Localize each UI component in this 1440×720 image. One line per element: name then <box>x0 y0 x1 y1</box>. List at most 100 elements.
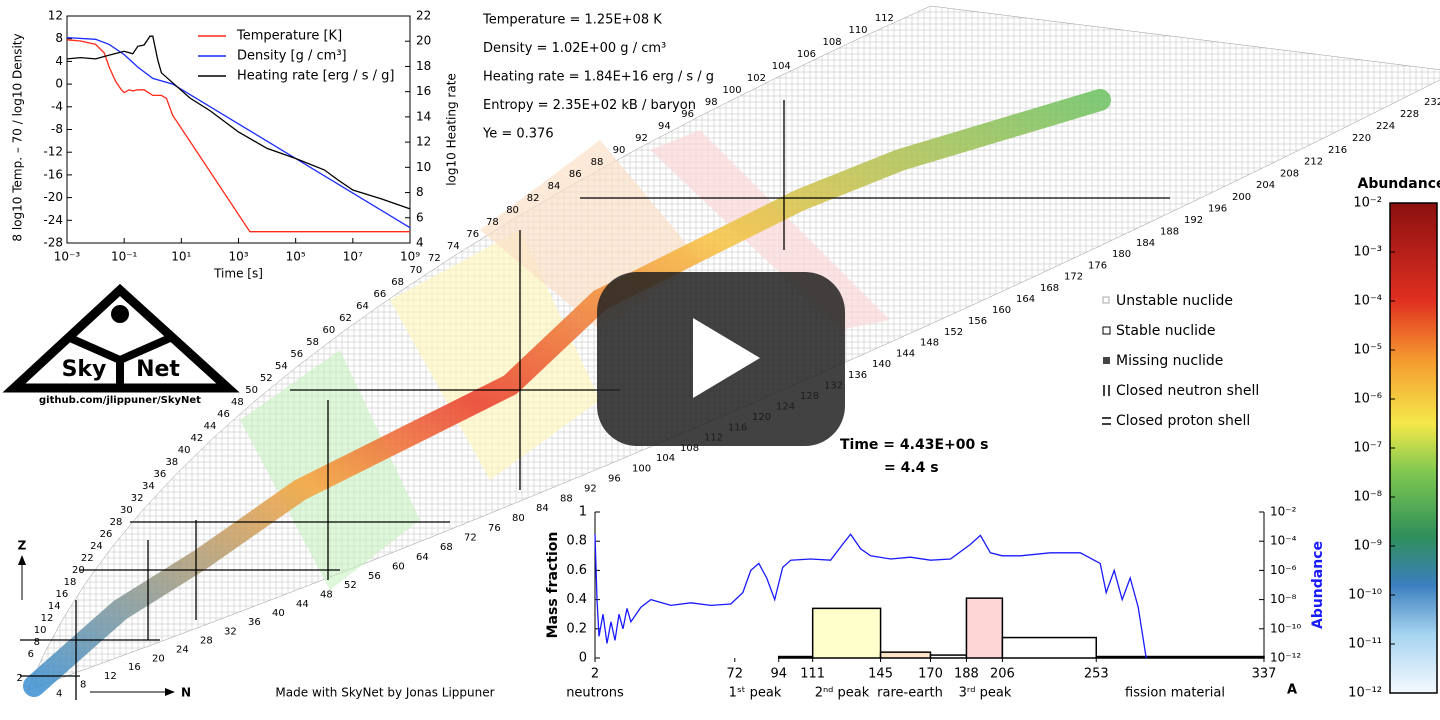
z-label: 10 <box>34 625 47 636</box>
z-label: 8 <box>34 637 40 648</box>
y-axis-label: Mass fraction <box>545 532 561 639</box>
y2-tick-label: 10⁻¹⁰ <box>1270 621 1301 635</box>
z-label: 74 <box>447 241 460 252</box>
colorbar-tick-label: 10⁻⁵ <box>1353 343 1382 358</box>
bar <box>879 651 932 659</box>
bar <box>777 655 814 659</box>
play-button[interactable] <box>597 272 845 446</box>
mass-fraction-chart: 2 72 94 111 145 170 188 206 253 337 0 0.2 0.4 0.6 0.8 1… <box>545 505 1326 701</box>
annotation: fission material <box>1125 686 1225 701</box>
colorbar-fill <box>1389 202 1438 694</box>
y-tick-label: -20 <box>43 190 63 204</box>
n-label: 176 <box>1088 260 1107 271</box>
closed-shells <box>20 100 1170 700</box>
x-tick-label: 10⁹ <box>400 250 420 264</box>
z-label: 98 <box>705 97 718 108</box>
annotation: 2ⁿᵈ peak <box>815 686 870 701</box>
z-axis-label: Z <box>18 539 27 553</box>
legend-icon <box>1102 296 1110 304</box>
x-tick-label: 170 <box>918 667 943 682</box>
n-label: 148 <box>920 338 939 349</box>
x-tick-label: 10⁷ <box>343 250 363 264</box>
z-label: 64 <box>356 301 369 312</box>
z-label: 52 <box>260 373 273 384</box>
n-label: 220 <box>1352 133 1371 144</box>
info-line: Density = 1.02E+00 g / cm³ <box>483 41 666 56</box>
y-tick-label: -4 <box>51 99 63 113</box>
z-label: 12 <box>41 613 54 624</box>
z-label: 42 <box>190 433 203 444</box>
time-label: = 4.4 s <box>884 460 939 476</box>
annotation: neutrons <box>566 686 624 701</box>
n-label: 72 <box>464 533 477 544</box>
z-label: 24 <box>90 541 103 552</box>
z-label: 14 <box>48 601 61 612</box>
bar <box>1001 636 1098 659</box>
x-tick-label: 337 <box>1252 667 1277 682</box>
x-tick-label: 111 <box>800 667 825 682</box>
n-label: 12 <box>104 671 117 682</box>
n-label: 68 <box>440 542 453 553</box>
credit: Made with SkyNet by Jonas Lippuner <box>275 686 494 700</box>
n-label: 60 <box>392 561 405 572</box>
y2-tick-label: 12 <box>416 135 431 149</box>
n-label: 24 <box>176 644 189 655</box>
y-tick-label: 0.6 <box>566 563 587 578</box>
z-label: 106 <box>797 49 816 60</box>
n-label: 164 <box>1016 294 1035 305</box>
n-label: 96 <box>608 473 621 484</box>
z-label: 102 <box>747 73 766 84</box>
y2-tick-label: 4 <box>416 236 424 250</box>
z-label: 112 <box>875 13 894 24</box>
z-label: 84 <box>548 181 561 192</box>
y-tick-label: -16 <box>43 167 63 181</box>
legend-label: Temperature [K] <box>236 29 342 44</box>
colorbar-tick-label: 10⁻⁶ <box>1353 392 1382 407</box>
n-label: 84 <box>536 503 549 514</box>
z-label: 82 <box>527 193 540 204</box>
y2-tick-label: 8 <box>416 185 424 199</box>
z-label: 48 <box>231 397 244 408</box>
y-tick-label: 0 <box>55 77 63 91</box>
n-label: 36 <box>248 617 261 628</box>
colorbar: Abundance 10⁻² 10⁻³ 10⁻⁴ 10⁻⁵ 10⁻⁶ 10⁻⁷ 10⁻⁸ 10⁻… <box>1348 176 1440 701</box>
n-label: 144 <box>896 348 915 359</box>
y2-tick-label: 10⁻² <box>1270 505 1297 519</box>
bar <box>965 597 1004 659</box>
y-tick-label: -8 <box>51 122 63 136</box>
x-tick-label: 2 <box>591 667 599 682</box>
legend-label: Unstable nuclide <box>1116 293 1233 309</box>
y-tick-label: 1 <box>579 505 587 520</box>
y-tick-label: -12 <box>43 145 63 159</box>
n-label: 200 <box>1232 192 1251 203</box>
z-label: 30 <box>120 505 133 516</box>
y2-tick-label: 10⁻¹² <box>1270 651 1301 665</box>
colorbar-tick-label: 10⁻² <box>1353 196 1382 211</box>
bar <box>1095 655 1265 659</box>
annotation: rare-earth <box>877 686 943 701</box>
n-label: 40 <box>272 608 285 619</box>
y2-tick-label: 10⁻⁴ <box>1270 534 1297 548</box>
abundance-band <box>23 89 1111 697</box>
z-label: 68 <box>391 277 404 288</box>
x-tick-label: 10³ <box>228 250 248 264</box>
y-tick-label: -24 <box>43 213 63 227</box>
annotation: 3ʳᵈ peak <box>959 686 1012 701</box>
y2-tick-label: 18 <box>416 59 431 73</box>
z-label: 22 <box>81 553 94 564</box>
play-icon[interactable] <box>693 318 760 398</box>
z-label: 108 <box>822 37 841 48</box>
legend-label: Closed neutron shell <box>1116 383 1259 399</box>
x-tick-label: 253 <box>1084 667 1109 682</box>
z-label: 36 <box>154 469 167 480</box>
z-label: 110 <box>848 25 867 36</box>
x-tick-label: 10⁻¹ <box>111 250 138 264</box>
n-label: 216 <box>1328 145 1347 156</box>
y-tick-label: 8 <box>55 31 63 45</box>
info-line: Temperature = 1.25E+08 K <box>482 13 662 28</box>
z-label: 66 <box>374 289 387 300</box>
data-line <box>594 533 1147 659</box>
x-tick-label: 145 <box>868 667 893 682</box>
legend-icon <box>1103 357 1110 364</box>
